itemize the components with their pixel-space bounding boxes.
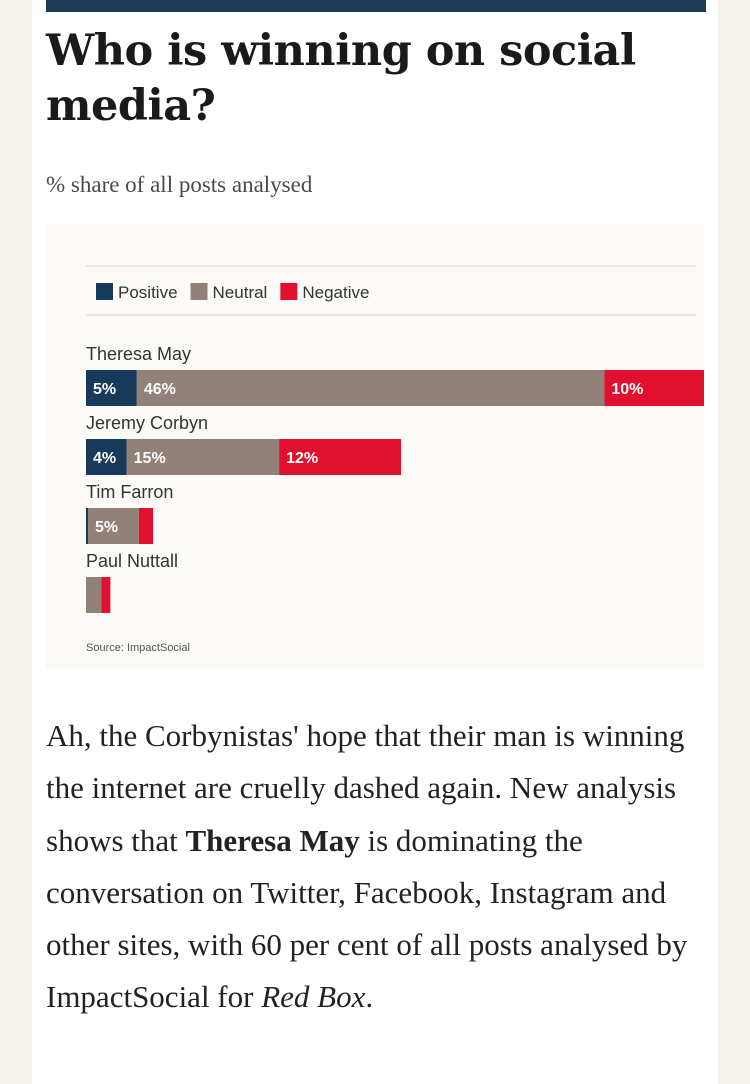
body-text-part2: is dominating the conversation on Twitte… [46, 822, 688, 1015]
top-accent-bar [46, 0, 706, 12]
bar-paul-nuttall-negative [101, 577, 111, 613]
chart-panel: Positive Neutral Negative Theresa May 5% 46% 1… [46, 224, 704, 668]
legend-label-positive: Positive [118, 283, 178, 302]
chart-source: Source: ImpactSocial [86, 642, 190, 654]
legend-swatch-neutral [190, 283, 208, 300]
category-label-jeremy-corbyn: Jeremy Corbyn [86, 413, 208, 433]
bar-jeremy-corbyn-positive [86, 439, 127, 475]
article-page: Who is winning on social media? % share … [32, 0, 718, 1084]
body-text-part1: Ah, the Corbynistas' hope that their man… [46, 718, 685, 858]
category-label-theresa-may: Theresa May [86, 344, 191, 364]
body-text-bold: Theresa May [185, 822, 360, 858]
headline: Who is winning on social media? [46, 26, 636, 131]
bar-tim-farron-negative [138, 508, 154, 544]
legend-label-neutral: Neutral [213, 283, 268, 302]
data-label-theresa-may-negative: 10% [611, 381, 643, 398]
data-label-jeremy-corbyn-positive: 4% [93, 450, 116, 467]
data-label-theresa-may-positive: 5% [93, 381, 116, 398]
legend-swatch-positive [96, 283, 113, 300]
stacked-bar-chart: Positive Neutral Negative Theresa May 5% 46% 1… [86, 265, 704, 654]
body-text-part3: . [365, 979, 374, 1015]
data-label-jeremy-corbyn-neutral: 15% [134, 450, 166, 467]
bar-jeremy-corbyn-negative [279, 439, 402, 475]
data-label-theresa-may-neutral: 46% [144, 381, 176, 398]
bar-theresa-may-positive [86, 370, 137, 406]
category-label-paul-nuttall: Paul Nuttall [86, 551, 178, 571]
bar-tim-farron-positive [86, 508, 89, 544]
article-body: Ah, the Corbynistas' hope that their man… [46, 710, 706, 1024]
body-text-italic: Red Box [261, 979, 366, 1015]
chart-subtitle: % share of all posts analysed [46, 172, 313, 197]
legend-swatch-negative [280, 283, 298, 300]
bar-jeremy-corbyn-neutral [126, 439, 280, 475]
data-label-tim-farron-neutral: 5% [95, 519, 118, 536]
bar-tim-farron-neutral [88, 508, 139, 544]
bar-theresa-may-negative [604, 370, 704, 406]
bar-paul-nuttall-neutral [86, 577, 102, 613]
category-label-tim-farron: Tim Farron [86, 482, 173, 502]
data-label-jeremy-corbyn-negative: 12% [286, 450, 318, 467]
bar-theresa-may-neutral [136, 370, 605, 406]
legend-label-negative: Negative [302, 283, 369, 302]
